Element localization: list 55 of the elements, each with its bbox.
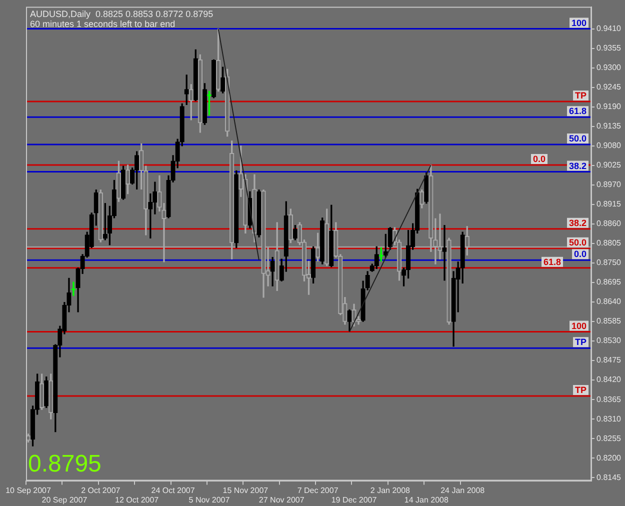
candlestick <box>71 282 76 296</box>
y-tick-label: 0.8750 <box>596 258 622 268</box>
annotation: TP <box>575 90 587 101</box>
annotation: 50.0 <box>569 237 587 248</box>
y-tick-label: 0.9190 <box>596 102 622 112</box>
x-tick-label: 10 Sep 2007 <box>6 486 52 495</box>
y-tick-label: 0.9135 <box>596 122 622 131</box>
y-tick-label: 0.9355 <box>596 44 622 53</box>
y-tick-label: 0.8310 <box>596 414 622 424</box>
y-tick-label: 0.8475 <box>596 356 622 365</box>
x-tick-label: 27 Nov 2007 <box>258 495 305 504</box>
x-tick-label: 14 Jan 2008 <box>404 495 449 504</box>
y-tick-label: 0.8365 <box>596 394 622 404</box>
x-tick-label: 2 Oct 2007 <box>81 486 121 495</box>
y-tick-label: 0.8530 <box>596 336 622 346</box>
x-tick-label: 7 Dec 2007 <box>297 486 339 495</box>
chart-title: AUDUSD,Daily 0.8825 0.8853 0.8772 0.8795 <box>30 8 214 19</box>
y-tick-label: 0.8420 <box>596 375 622 384</box>
y-tick-label: 0.8200 <box>596 453 622 462</box>
x-tick-label: 2 Jan 2008 <box>370 486 411 495</box>
annotation: 38.2 <box>569 160 587 171</box>
x-tick-label: 19 Dec 2007 <box>331 495 378 504</box>
annotation: 61.8 <box>569 106 587 116</box>
annotation: TP <box>575 337 587 348</box>
x-tick-label: 15 Nov 2007 <box>222 486 269 495</box>
y-tick-label: 0.8695 <box>596 278 622 287</box>
annotation: 61.8 <box>544 256 562 267</box>
annotation: 50.0 <box>569 133 587 144</box>
y-tick-label: 0.8915 <box>596 200 622 209</box>
annotation: 0.8795 <box>28 450 102 478</box>
y-tick-label: 0.8585 <box>596 316 622 326</box>
annotation: 0.0 <box>574 249 587 260</box>
y-tick-label: 0.8860 <box>596 219 622 228</box>
annotation: 100 <box>572 320 587 331</box>
annotation: TP <box>575 384 587 395</box>
y-tick-label: 0.8145 <box>596 472 622 482</box>
x-tick-label: 24 Jan 2008 <box>440 486 486 495</box>
y-tick-label: 0.9025 <box>596 160 622 170</box>
y-tick-label: 0.9245 <box>596 82 622 92</box>
x-tick-label: 5 Nov 2007 <box>188 495 230 504</box>
y-tick-label: 0.8805 <box>596 238 622 248</box>
x-tick-label: 24 Oct 2007 <box>151 486 196 495</box>
x-tick-label: 20 Sep 2007 <box>42 495 88 504</box>
annotation: 38.2 <box>569 218 587 228</box>
y-tick-label: 0.9300 <box>596 63 622 72</box>
candlestick <box>442 225 447 281</box>
y-tick-label: 0.9410 <box>596 24 622 33</box>
x-tick-label: 12 Oct 2007 <box>115 495 160 504</box>
y-tick-label: 0.8970 <box>596 180 622 190</box>
annotation: 100 <box>572 18 587 28</box>
y-tick-label: 0.8255 <box>596 434 622 443</box>
y-tick-label: 0.8640 <box>596 297 622 306</box>
annotation: 0.0 <box>533 154 546 164</box>
text: 60 minutes 1 seconds left to bar end <box>30 18 176 29</box>
y-tick-label: 0.9080 <box>596 141 622 150</box>
